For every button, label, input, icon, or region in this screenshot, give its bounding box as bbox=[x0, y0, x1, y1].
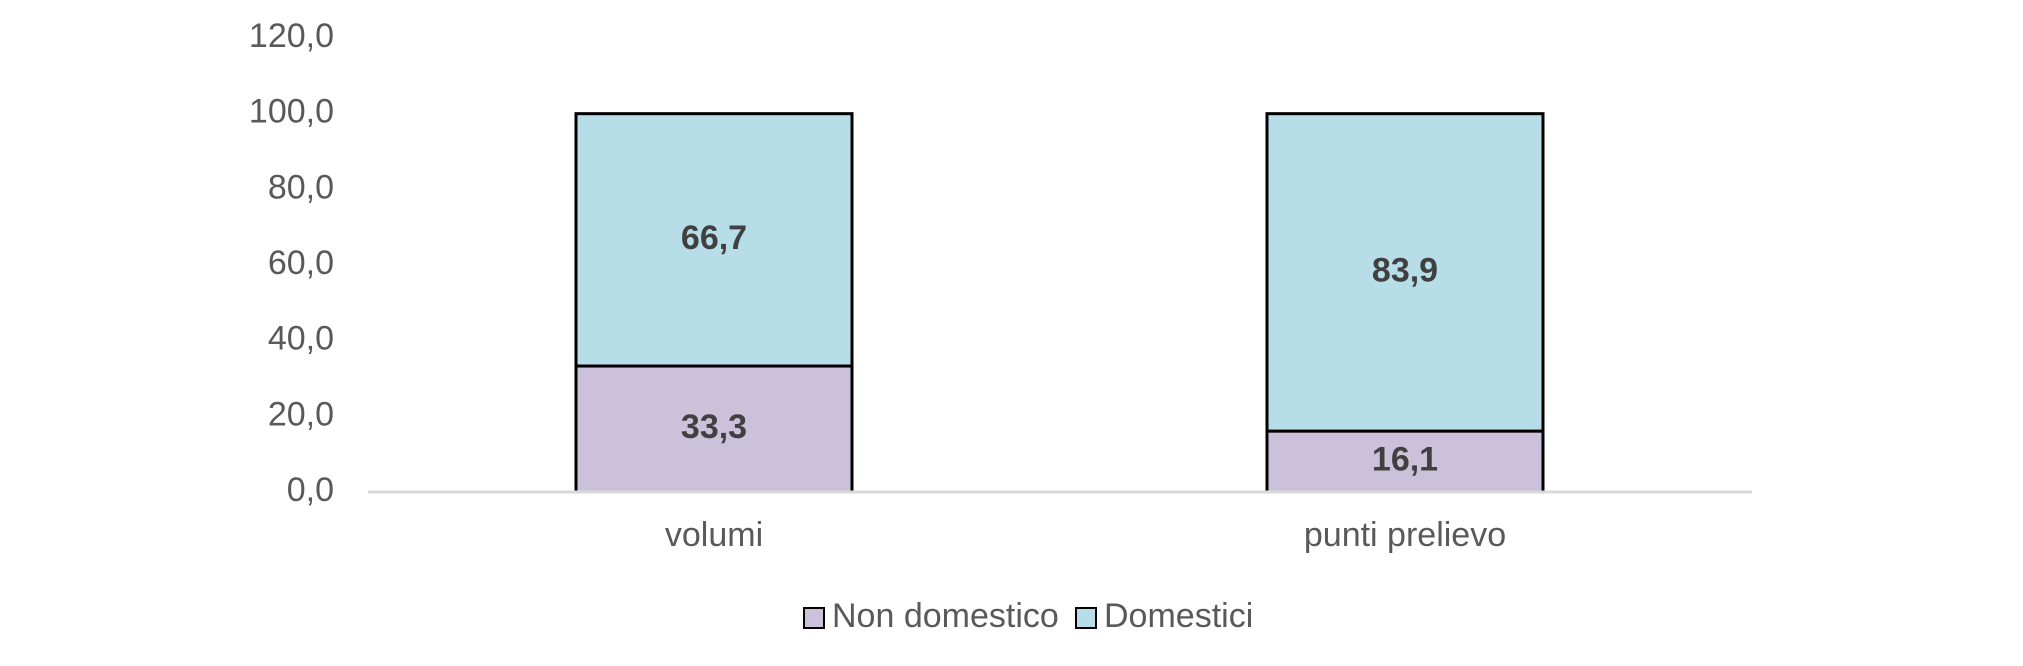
data-label: 16,1 bbox=[1372, 441, 1438, 479]
y-tick-label: 0,0 bbox=[287, 471, 334, 509]
bar-segment bbox=[1265, 112, 1545, 433]
y-tick-label: 40,0 bbox=[268, 320, 334, 358]
y-tick-label: 20,0 bbox=[268, 395, 334, 433]
bar-segment bbox=[574, 364, 854, 494]
bar-segment bbox=[574, 112, 854, 368]
data-label: 83,9 bbox=[1372, 251, 1438, 289]
data-label: 66,7 bbox=[681, 219, 747, 257]
legend-swatch bbox=[1075, 607, 1097, 629]
data-label: 33,3 bbox=[681, 408, 747, 446]
legend-label: Domestici bbox=[1104, 597, 1253, 635]
y-tick-label: 120,0 bbox=[249, 17, 334, 55]
legend-label: Non domestico bbox=[832, 597, 1059, 635]
y-tick-label: 100,0 bbox=[249, 93, 334, 131]
x-tick-label: punti prelievo bbox=[1304, 516, 1506, 554]
y-tick-label: 80,0 bbox=[268, 168, 334, 206]
x-tick-label: volumi bbox=[665, 516, 763, 554]
y-tick-label: 60,0 bbox=[268, 244, 334, 282]
legend-swatch bbox=[803, 607, 825, 629]
